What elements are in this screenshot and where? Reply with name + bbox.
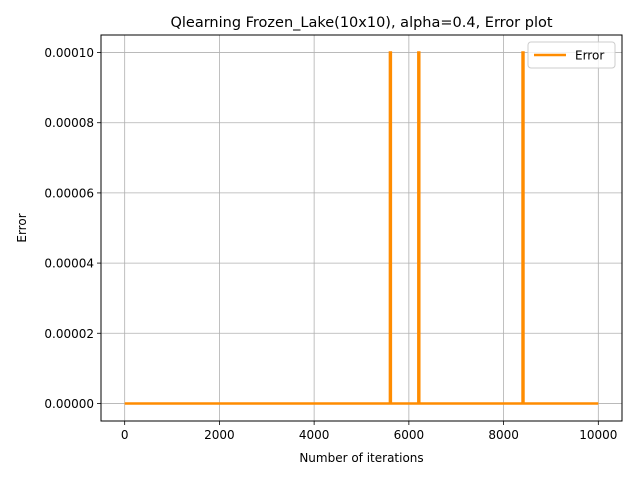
legend: Error	[527, 41, 616, 69]
x-tick-label: 6000	[394, 428, 425, 442]
y-tick-label: 0.00002	[44, 327, 94, 341]
series-line-error	[124, 51, 599, 405]
y-tick-label: 0.00008	[44, 116, 94, 130]
x-tick-label: 2000	[204, 428, 235, 442]
x-tick-label: 4000	[299, 428, 330, 442]
y-tick-label: 0.00000	[44, 397, 94, 411]
x-ticks: 0 2000 4000 6000 8000 10000	[121, 421, 617, 442]
legend-label-error: Error	[575, 49, 604, 63]
x-tick-label: 8000	[488, 428, 519, 442]
x-tick-label: 10000	[579, 428, 617, 442]
axes-frame	[100, 34, 623, 422]
chart-title: Qlearning Frozen_Lake(10x10), alpha=0.4,…	[170, 15, 552, 31]
x-tick-label: 0	[121, 428, 129, 442]
x-axis-label: Number of iterations	[299, 451, 423, 465]
y-tick-label: 0.00004	[44, 257, 94, 271]
plot-lines	[124, 51, 599, 405]
legend-box	[527, 41, 616, 69]
y-tick-label: 0.00010	[44, 46, 94, 60]
y-tick-label: 0.00006	[44, 186, 94, 200]
y-axis-label: Error	[15, 213, 29, 242]
y-ticks: 0.00000 0.00002 0.00004 0.00006 0.00008 0.000…	[44, 46, 101, 411]
